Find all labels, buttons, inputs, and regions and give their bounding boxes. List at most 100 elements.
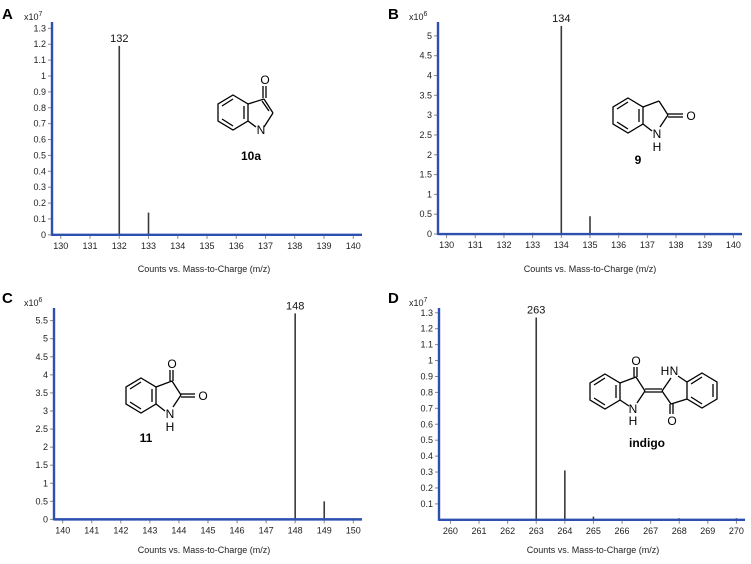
x-tick-label: 139 — [316, 241, 331, 251]
y-tick-label: 3.5 — [35, 388, 48, 398]
y-tick-label: 0.7 — [420, 403, 433, 413]
y-tick-label: 3 — [427, 110, 432, 120]
y-tick-label: 4.5 — [35, 352, 48, 362]
panel-letter: B — [388, 6, 399, 23]
y-tick-label: 1.5 — [419, 170, 432, 180]
x-tick-label: 270 — [729, 526, 744, 536]
y-tick-label: 0.3 — [33, 182, 46, 192]
y-tick-label: 4.5 — [419, 51, 432, 61]
x-axis-label: Counts vs. Mass-to-Charge (m/z) — [524, 264, 657, 274]
x-axis-label: Counts vs. Mass-to-Charge (m/z) — [138, 545, 271, 555]
y-axis-ticks: 0 0.1 0.2 0.3 0.4 0.5 0.6 0.7 0.8 0.9 1 1.1 1.2 1.3 — [33, 23, 52, 240]
x-tick-label: 143 — [142, 525, 157, 535]
atom-o: O — [167, 357, 176, 371]
compound-label: indigo — [629, 436, 665, 450]
y-tick-label: 2 — [43, 442, 48, 452]
y-tick-label: 0.6 — [420, 419, 433, 429]
structure-9 — [612, 97, 683, 134]
atom-n: N — [257, 123, 266, 137]
x-tick-label: 144 — [171, 525, 186, 535]
x-tick-label: 140 — [55, 525, 70, 535]
x-tick-label: 137 — [640, 240, 655, 250]
atom-o: O — [667, 414, 676, 428]
y-tick-label: 1.3 — [33, 23, 46, 33]
atom-h: H — [629, 414, 638, 428]
structure-11 — [125, 370, 195, 414]
x-tick-label: 132 — [112, 241, 127, 251]
y-tick-label: 0.4 — [420, 451, 433, 461]
x-tick-label: 266 — [615, 526, 630, 536]
x-tick-label: 131 — [468, 240, 483, 250]
y-tick-label: 5.5 — [35, 316, 48, 326]
atom-o: O — [260, 73, 269, 87]
y-tick-label: 0.5 — [33, 150, 46, 160]
y-axis-ticks: 0 0.5 1 1.5 2 2.5 3 3.5 4 4.5 5 5.5 — [35, 316, 54, 524]
scale-factor: x106 — [24, 297, 43, 308]
x-tick-label: 130 — [439, 240, 454, 250]
atom-n: N — [653, 127, 662, 141]
x-tick-label: 131 — [83, 241, 98, 251]
atom-h: H — [653, 140, 662, 154]
panel-c: C x106 00.511.522.533.544.555.5 140 141 14… — [2, 290, 362, 555]
x-tick-label: 133 — [141, 241, 156, 251]
y-tick-label: 2.5 — [419, 130, 432, 140]
panel-letter: D — [388, 290, 399, 307]
x-axis-ticks: 260 261 262 263 264 265 266 267 268 269 270 — [443, 519, 744, 536]
structure-10a — [217, 86, 274, 131]
y-tick-label: 1.5 — [35, 460, 48, 470]
y-tick-label: 1.1 — [33, 55, 46, 65]
x-axis-label: Counts vs. Mass-to-Charge (m/z) — [527, 545, 660, 555]
x-tick-label: 262 — [500, 526, 515, 536]
x-tick-label: 136 — [229, 241, 244, 251]
x-tick-label: 265 — [586, 526, 601, 536]
y-tick-label: 1 — [428, 356, 433, 366]
panel-letter: A — [2, 6, 13, 23]
atom-o: O — [631, 354, 640, 368]
x-axis-label: Counts vs. Mass-to-Charge (m/z) — [138, 264, 271, 274]
y-tick-label: 0 — [43, 514, 48, 524]
y-tick-label: 0.5 — [420, 435, 433, 445]
y-tick-label: 1.2 — [33, 39, 46, 49]
y-tick-label: 1 — [41, 71, 46, 81]
y-axis-ticks: 0.1 0.2 0.3 0.4 0.5 0.6 0.7 0.8 0.9 1 1.1 1.2 1.3 — [420, 308, 439, 509]
y-tick-label: 1 — [427, 189, 432, 199]
y-tick-label: 3.5 — [419, 90, 432, 100]
y-tick-label: 5 — [427, 31, 432, 41]
peak-label: 148 — [286, 300, 304, 312]
x-tick-label: 260 — [443, 526, 458, 536]
y-tick-label: 3 — [43, 406, 48, 416]
y-tick-label: 2 — [427, 150, 432, 160]
y-tick-label: 0.9 — [420, 371, 433, 381]
compound-label: 10a — [241, 149, 261, 163]
y-tick-label: 0.8 — [420, 387, 433, 397]
y-tick-label: 1 — [43, 478, 48, 488]
x-tick-label: 140 — [726, 240, 741, 250]
panel-a: A x107 0 0.1 0.2 0.3 0.4 0.5 0.6 0.7 0.8 0.9 1 1.1 1… — [2, 6, 362, 274]
panel-b: B x106 00.511.522.533.544.55 130 131 132 13… — [388, 6, 742, 274]
atom-o: O — [686, 109, 695, 123]
x-tick-label: 130 — [53, 241, 68, 251]
y-tick-label: 0.2 — [420, 483, 433, 493]
atom-o: O — [198, 389, 207, 403]
y-tick-label: 5 — [43, 334, 48, 344]
peak-label: 134 — [552, 13, 570, 25]
y-tick-label: 0.3 — [420, 467, 433, 477]
x-tick-label: 268 — [672, 526, 687, 536]
atom-n: N — [629, 402, 638, 416]
peaks — [118, 45, 150, 235]
peaks — [236, 313, 355, 520]
x-tick-label: 138 — [287, 241, 302, 251]
x-tick-label: 134 — [170, 241, 185, 251]
x-tick-label: 135 — [582, 240, 597, 250]
x-tick-label: 138 — [669, 240, 684, 250]
y-tick-label: 4 — [427, 71, 432, 81]
y-tick-label: 1.2 — [420, 324, 433, 334]
x-tick-label: 264 — [557, 526, 572, 536]
peaks — [503, 25, 620, 235]
x-tick-label: 269 — [700, 526, 715, 536]
x-tick-label: 142 — [113, 525, 128, 535]
y-tick-label: 1.1 — [420, 340, 433, 350]
scale-factor: x106 — [409, 11, 428, 22]
y-tick-label: 0.7 — [33, 119, 46, 129]
